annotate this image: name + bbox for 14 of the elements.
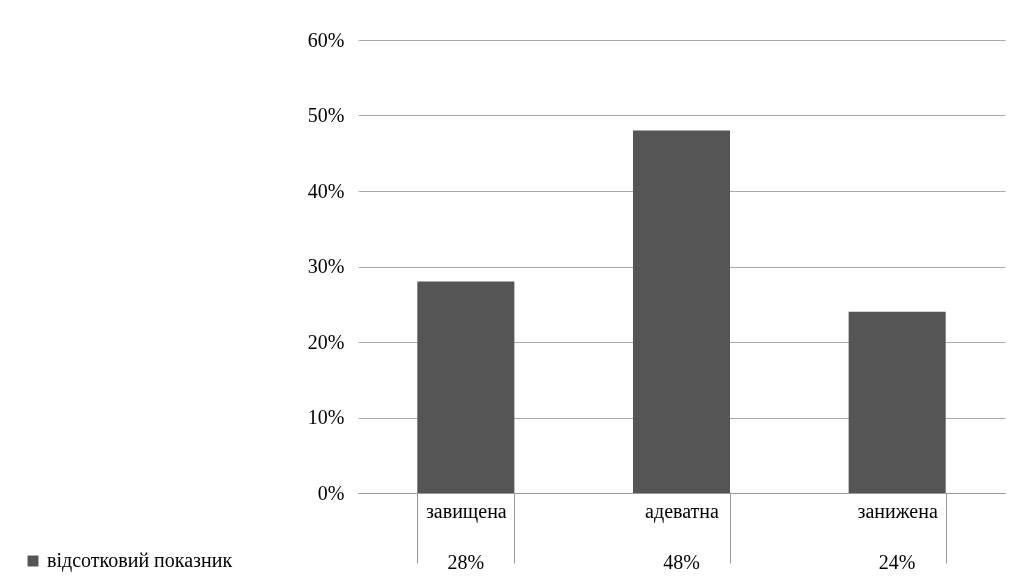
y-tick-label: 0% — [317, 481, 345, 504]
data-label: 28% — [447, 551, 485, 573]
y-tick-label: 60% — [307, 28, 345, 51]
y-tick-label: 10% — [307, 406, 345, 428]
y-tick-label: 40% — [307, 179, 345, 202]
x-tick-label: занижена — [857, 499, 938, 522]
y-tick-label: 50% — [307, 104, 345, 126]
y-tick-label: 20% — [307, 330, 345, 353]
legend-label: відсотковий показник — [47, 549, 233, 572]
data-label: 24% — [878, 551, 916, 573]
x-tick-label: завищена — [425, 499, 507, 523]
x-tick-label: адеватна — [645, 499, 720, 523]
y-tick-label: 30% — [307, 255, 345, 277]
data-label: 48% — [663, 551, 700, 573]
